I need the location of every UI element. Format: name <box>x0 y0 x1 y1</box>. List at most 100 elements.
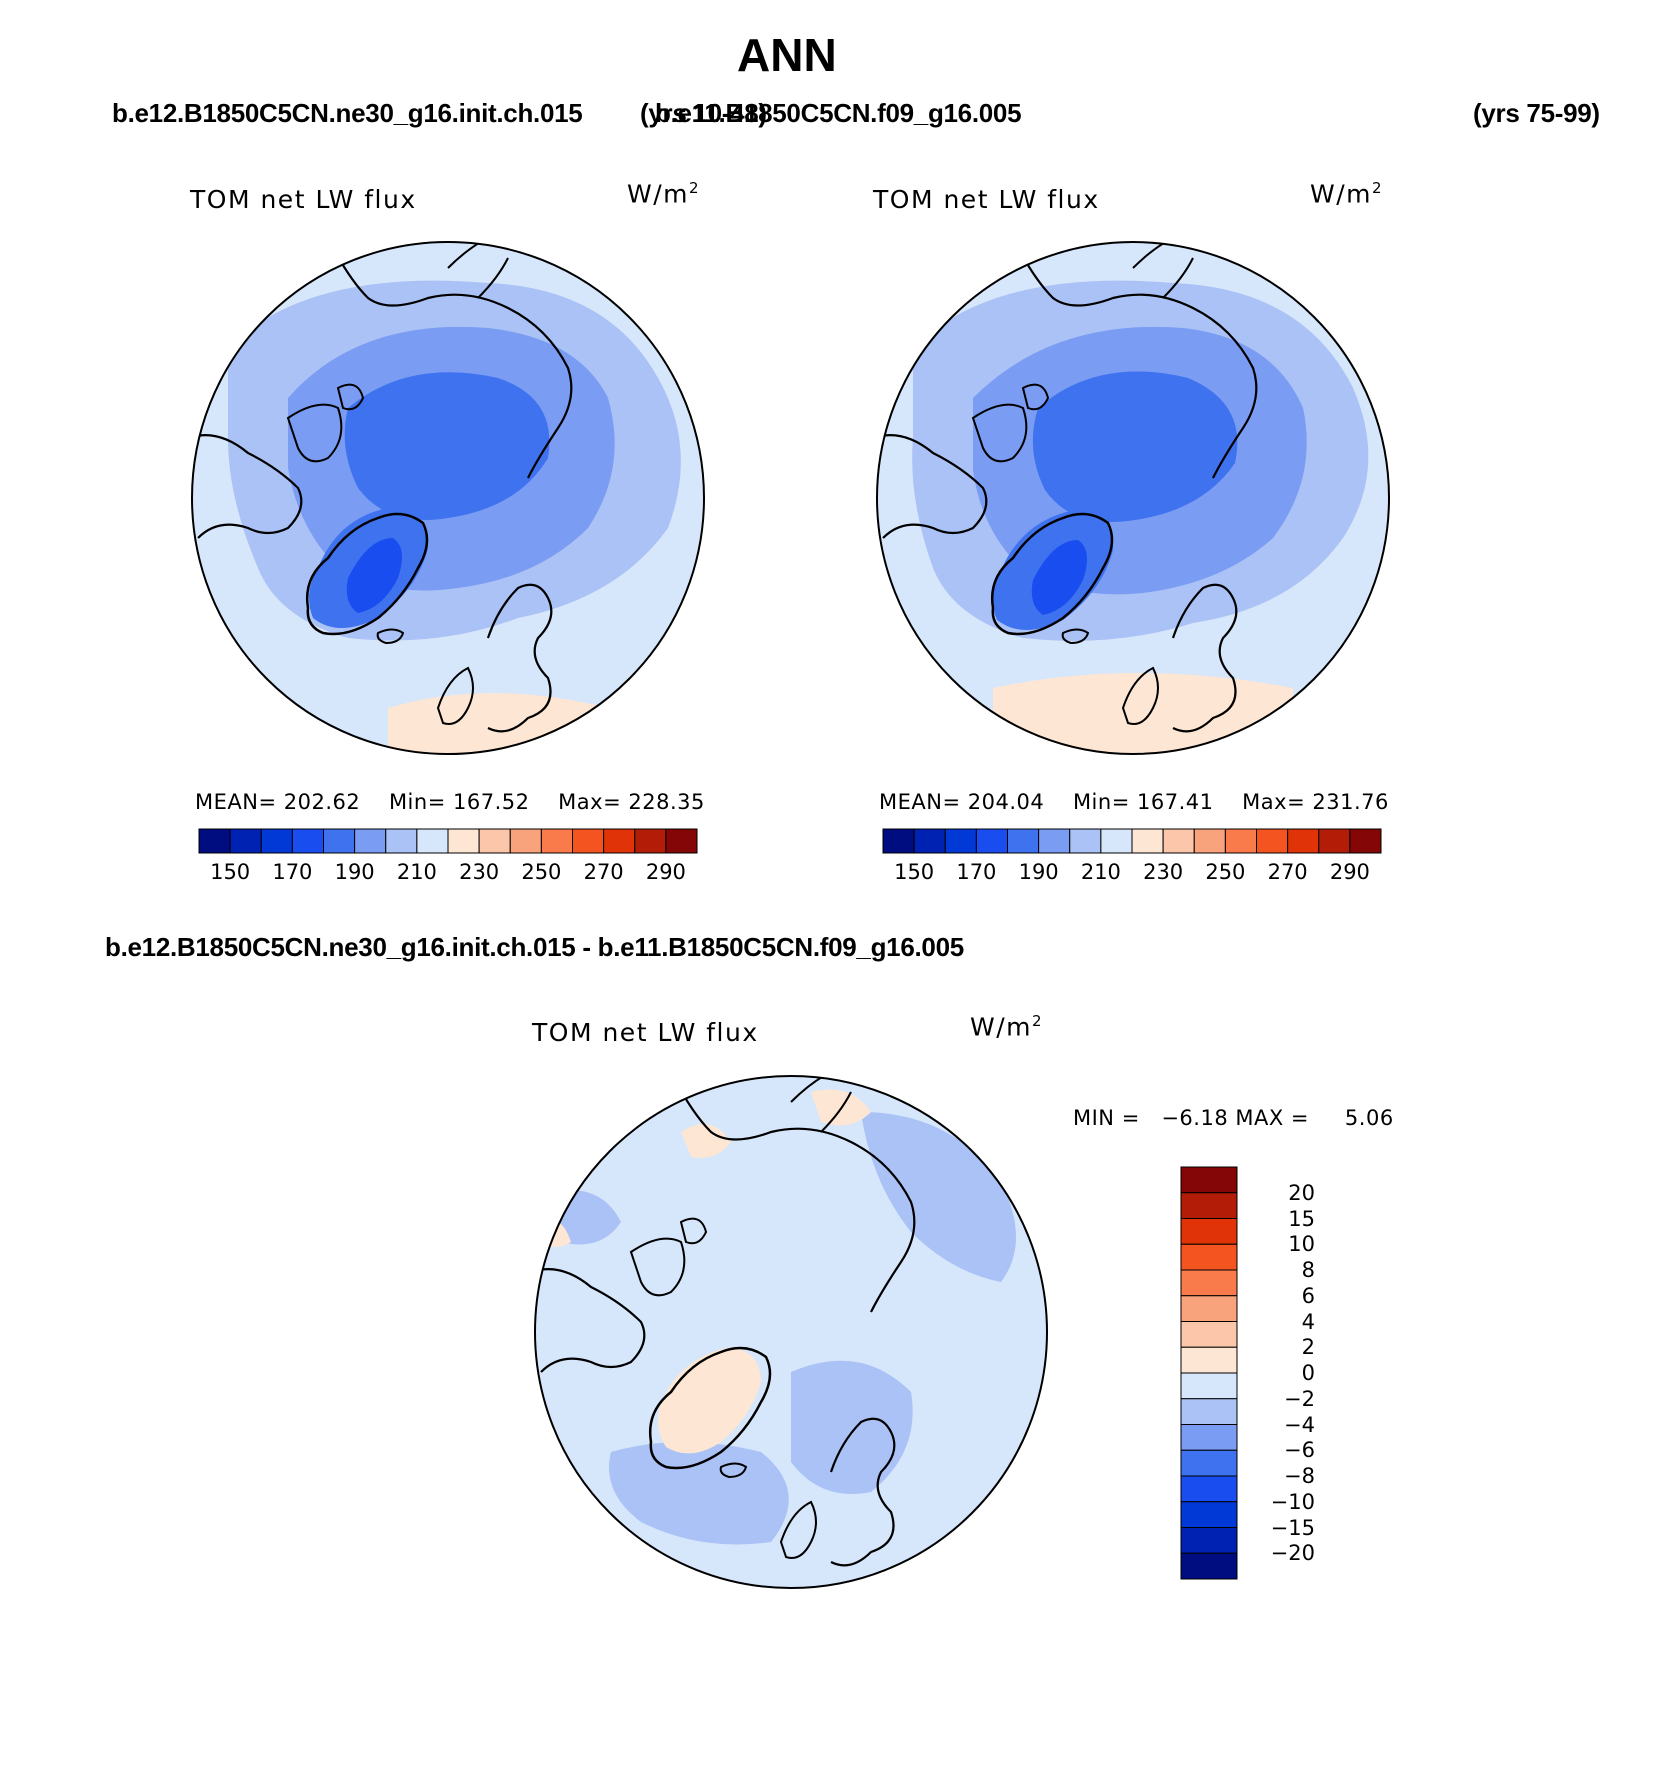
diff-colorbar-ticks: 20 15 10 8 6 4 2 0 −2 −4 −6 −8 −10 −15 −20 <box>1245 1166 1315 1582</box>
colorbar-tick-label: 230 <box>1143 860 1184 884</box>
colorbar-swatch <box>1180 1346 1238 1374</box>
greenland-deep <box>1031 540 1087 615</box>
top-right-years: (yrs 75-99) <box>1473 98 1600 128</box>
coastline-alaska <box>447 242 509 299</box>
positive-region-alaska <box>681 1124 731 1158</box>
colorbar-tick-label: 4 <box>1301 1309 1315 1334</box>
top-right-case-name: b.e11.B1850C5CN.f09_g16.005 <box>655 98 1022 128</box>
top-left-years: (yrs 10-48) <box>640 98 767 128</box>
colorbar-swatch <box>1180 1501 1238 1528</box>
colorbar-tick-label: −6 <box>1284 1438 1315 1463</box>
colorbar-swatch <box>1100 828 1133 854</box>
coastline-iceland <box>1061 628 1090 645</box>
colorbar-swatch <box>1180 1243 1238 1271</box>
top-right-polar-map <box>876 241 1390 755</box>
colorbar-swatch <box>1287 828 1320 854</box>
top-right-min: 167.41 <box>1136 790 1214 814</box>
colorbar-swatch <box>447 828 480 854</box>
colorbar-tick-label: −20 <box>1270 1541 1315 1566</box>
colorbar-tick-label: 270 <box>1267 860 1308 884</box>
coastline-archipelago <box>971 383 1050 463</box>
negative-region-south <box>609 1442 789 1545</box>
colorbar-swatch <box>1180 1166 1238 1194</box>
colorbar-swatch <box>1069 828 1102 854</box>
colorbar-swatch <box>1224 828 1257 854</box>
colorbar-tick-label: 190 <box>1018 860 1059 884</box>
coastline-scandinavia <box>779 1500 817 1559</box>
diff-variable-label: TOM net LW flux <box>532 1018 759 1047</box>
colorbar-tick-label: −4 <box>1284 1412 1315 1437</box>
colorbar-tick-label: 210 <box>1080 860 1121 884</box>
colorbar-swatch <box>1180 1295 1238 1322</box>
coastline-siberia <box>1012 242 1258 479</box>
colorbar-swatch <box>1349 828 1382 854</box>
colorbar-tick-label: 170 <box>956 860 997 884</box>
colorbar-swatch <box>1180 1218 1238 1245</box>
top-right-colorbar-ticks: 150 170 190 210 230 250 270 290 <box>882 860 1382 886</box>
coastline-siberia <box>670 1076 916 1313</box>
coastline-scandinavia <box>1121 666 1159 725</box>
top-left-mean: 202.62 <box>283 790 361 814</box>
map-background-field <box>535 1076 1047 1588</box>
colorbar-swatch <box>291 828 324 854</box>
colorbar-swatch <box>944 828 977 854</box>
colorbar-tick-label: 150 <box>894 860 935 884</box>
coastline-alaska <box>790 1076 852 1133</box>
coastline-canada <box>192 434 303 539</box>
colorbar-tick-label: 190 <box>334 860 375 884</box>
coastline-greenland <box>990 512 1114 636</box>
colorbar-tick-label: 150 <box>210 860 251 884</box>
coastline-alaska <box>1132 242 1194 299</box>
colorbar-swatch <box>634 828 667 854</box>
colorbar-swatch <box>1180 1398 1238 1425</box>
top-right-stats: MEAN= 204.04 Min= 167.41 Max= 231.76 <box>879 790 1389 814</box>
coastline-scandinavia <box>436 666 474 725</box>
colorbar-tick-label: −10 <box>1270 1489 1315 1514</box>
top-left-stats: MEAN= 202.62 Min= 167.52 Max= 228.35 <box>195 790 705 814</box>
colorbar-swatch <box>260 828 293 854</box>
colorbar-swatch <box>323 828 356 854</box>
colorbar-tick-label: 20 <box>1288 1180 1315 1205</box>
negative-region-europe <box>791 1360 913 1494</box>
figure-title: ANN <box>737 29 837 81</box>
colorbar-swatch <box>1180 1321 1238 1348</box>
colorbar-swatch <box>1180 1475 1238 1503</box>
coastline-siberia <box>327 242 573 479</box>
coastline-canada <box>535 1268 646 1373</box>
top-left-max: 228.35 <box>628 790 705 814</box>
colorbar-tick-label: 270 <box>583 860 624 884</box>
colorbar-tick-label: 6 <box>1301 1283 1315 1308</box>
colorbar-swatch <box>478 828 511 854</box>
colorbar-swatch <box>198 828 231 854</box>
colorbar-tick-label: 250 <box>521 860 562 884</box>
coastline-iceland <box>719 1462 748 1479</box>
colorbar-swatch <box>1007 828 1040 854</box>
top-left-case-name: b.e12.B1850C5CN.ne30_g16.init.ch.015 <box>112 98 583 128</box>
top-left-units: W/m2 <box>627 179 701 209</box>
dark-blue-core <box>1032 371 1238 522</box>
colorbar-swatch <box>882 828 915 854</box>
colorbar-tick-label: 250 <box>1205 860 1246 884</box>
colorbar-tick-label: 10 <box>1288 1232 1315 1257</box>
diff-min: −6.18 <box>1161 1106 1229 1130</box>
colorbar-swatch <box>1180 1552 1238 1580</box>
colorbar-tick-label: −2 <box>1284 1386 1315 1411</box>
colorbar-swatch <box>1180 1192 1238 1219</box>
top-right-max: 231.76 <box>1312 790 1389 814</box>
colorbar-tick-label: 15 <box>1288 1206 1315 1231</box>
warm-region-south <box>993 673 1293 754</box>
colorbar-swatch <box>354 828 387 854</box>
coastline-archipelago <box>629 1217 708 1297</box>
map-outline <box>876 241 1390 755</box>
colorbar-tick-label: 0 <box>1301 1361 1315 1385</box>
diff-max: 5.06 <box>1344 1106 1394 1130</box>
positive-region-greenland <box>657 1347 761 1454</box>
colorbar-swatch <box>385 828 418 854</box>
coastline-europe <box>1171 583 1238 733</box>
coastline-greenland <box>648 1346 772 1470</box>
coastline-europe <box>486 583 553 733</box>
map-outline <box>191 241 705 755</box>
top-right-mean: 204.04 <box>967 790 1045 814</box>
diff-min-max: MIN = −6.18 MAX = 5.06 <box>1073 1106 1394 1130</box>
top-left-colorbar <box>198 828 698 854</box>
